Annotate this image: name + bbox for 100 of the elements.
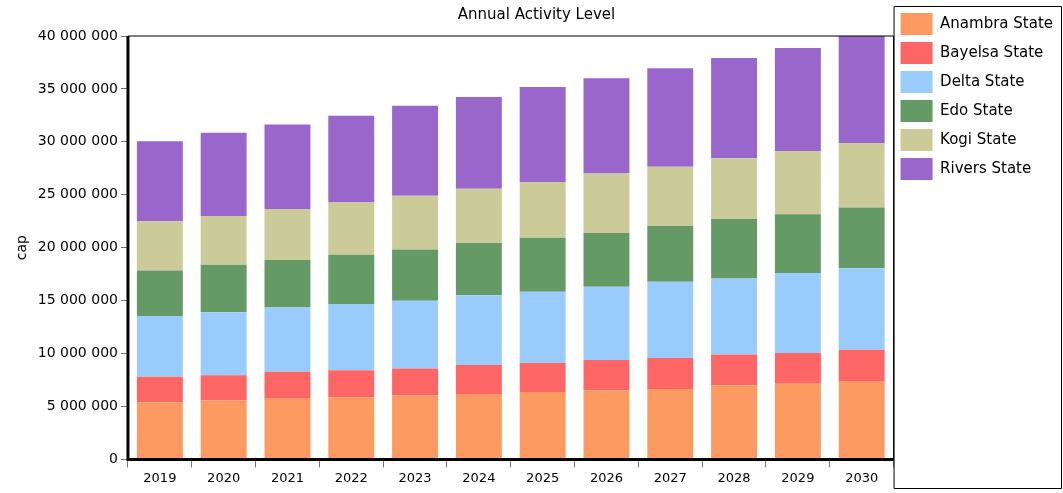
x-tick-label: 2019 [143,469,177,485]
bar [838,268,885,350]
bar [583,286,630,360]
y-tick-label: 20 000 000 [37,238,118,255]
y-axis-title: cap [13,235,30,261]
x-tick-label: 2027 [653,469,687,485]
bar [838,381,885,459]
x-tick-label: 2028 [717,469,751,485]
bar [774,214,821,274]
bar [328,115,375,203]
bar [774,352,821,384]
bar [647,226,694,282]
bar [583,173,630,233]
x-tick-label: 2020 [207,469,241,485]
bar [328,254,375,305]
bar [455,295,502,366]
bar [647,389,694,459]
bar [711,278,758,355]
legend-label: Bayelsa State [940,42,1044,61]
bar [838,143,885,208]
bar [455,242,502,296]
bar [838,207,885,269]
bar [264,398,311,459]
bar [519,86,566,182]
x-tick-label: 2023 [398,469,432,485]
bar [328,397,375,459]
y-tick-label: 15 000 000 [37,291,118,308]
bar [647,166,694,226]
bar [583,232,630,287]
bar [519,392,566,459]
legend-label: Delta State [940,71,1025,90]
y-tick-label: 25 000 000 [37,185,118,202]
bar [455,96,502,189]
x-tick-label: 2026 [589,469,624,485]
bar [392,105,439,196]
bar [136,270,183,316]
bar [136,402,183,459]
bar [774,48,821,152]
bar [711,354,758,386]
bar [264,307,311,372]
bar [711,219,758,279]
y-tick-label: 5 000 000 [46,397,118,414]
x-tick-label: 2021 [270,469,305,485]
bar [200,264,247,313]
y-tick-label: 40 000 000 [37,26,118,43]
bar [328,202,375,255]
legend-label: Kogi State [940,129,1017,148]
x-tick-label: 2030 [845,469,879,485]
bar [200,312,247,376]
bar [264,208,311,260]
bar [136,376,183,403]
bar [264,371,311,399]
bar [200,132,247,216]
bar [136,141,183,222]
bar [264,259,311,308]
bar [711,158,758,220]
bar [647,358,694,390]
bar [200,215,247,265]
bar [711,385,758,459]
bar [519,237,566,292]
bar [774,273,821,353]
bar [519,181,566,238]
bar [647,68,694,167]
bar [838,349,885,382]
legend-label: Edo State [940,100,1013,119]
bar [583,78,630,174]
legend-label: Rivers State [940,158,1032,177]
bar [328,370,375,398]
y-tick-label: 0 [109,450,118,467]
x-tick-label: 2024 [462,469,496,485]
bar [455,393,502,459]
bar [774,383,821,459]
y-tick-label: 35 000 000 [37,79,118,96]
bar [455,365,502,394]
bar [200,375,247,401]
bar [519,362,566,393]
bar [774,151,821,215]
bar [583,390,630,459]
x-tick-label: 2025 [526,469,560,485]
legend-label: Anambra State [940,13,1054,32]
bar [392,395,439,459]
bar [136,221,183,271]
bar [392,300,439,369]
bar [392,368,439,396]
bar [328,304,375,371]
bar [838,36,885,144]
bar [264,124,311,209]
bar [200,400,247,459]
bar [136,315,183,377]
bar [583,359,630,391]
bar [392,195,439,250]
y-tick-label: 30 000 000 [37,132,118,149]
x-tick-label: 2029 [781,469,815,485]
bar [711,58,758,159]
bar [647,281,694,359]
bar [519,291,566,363]
x-tick-label: 2022 [334,469,368,485]
y-tick-label: 10 000 000 [37,344,118,361]
bar [392,249,439,301]
bar [455,188,502,243]
